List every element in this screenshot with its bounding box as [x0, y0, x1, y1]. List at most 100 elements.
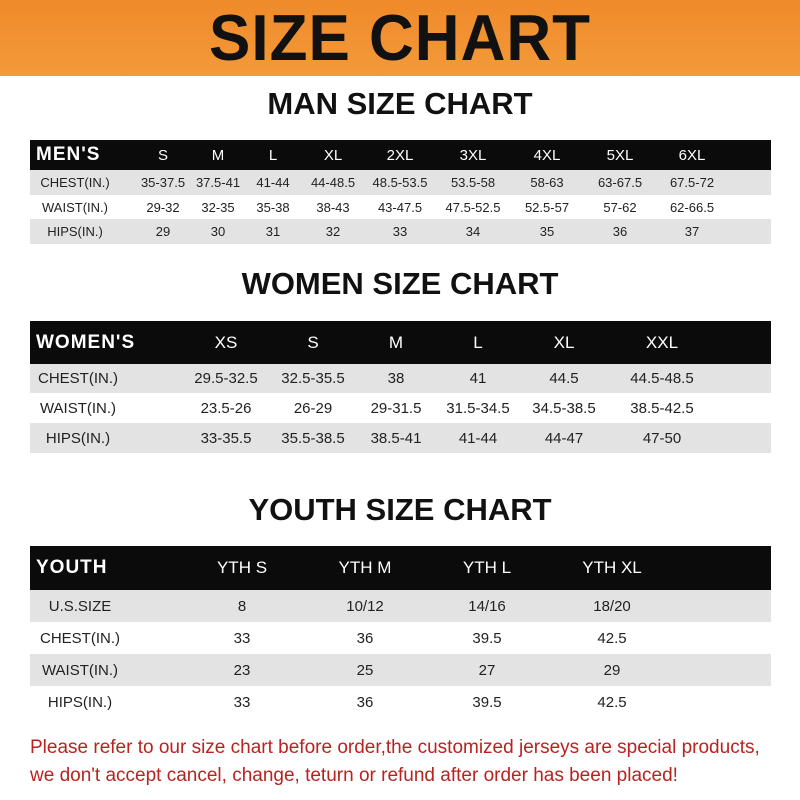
men-header-row: MEN'S S M L XL 2XL 3XL 4XL 5XL 6XL — [30, 140, 771, 170]
row-label: WAIST(IN.) — [41, 661, 119, 679]
table-cell: 41 — [469, 370, 487, 387]
table-row: CHEST(IN.) 35-37.5 37.5-41 41-44 44-48.5 48.5… — [30, 170, 771, 195]
table-cell: 8 — [237, 597, 247, 615]
table-cell: 38-43 — [316, 199, 350, 215]
table-row: CHEST(IN.) 33 36 39.5 42.5 — [30, 622, 771, 654]
table-cell: 44.5-48.5 — [630, 370, 694, 387]
size-header-cell: YTH M — [338, 558, 392, 577]
table-cell: 34.5-38.5 — [532, 399, 596, 417]
table-cell: 36 — [356, 629, 374, 647]
table-cell: 23.5-26 — [200, 399, 252, 417]
size-header-cell: 2XL — [386, 146, 414, 164]
table-cell: 43-47.5 — [377, 199, 423, 215]
table-cell: 33 — [233, 693, 251, 711]
men-title: MAN SIZE CHART — [267, 86, 533, 121]
table-cell: 44.5 — [549, 370, 579, 387]
table-cell: 41-44 — [458, 429, 498, 447]
table-cell: 38.5-42.5 — [630, 399, 694, 417]
table-cell: 25 — [356, 661, 374, 679]
table-cell: 67.5-72 — [669, 175, 715, 190]
banner: SIZE CHART — [0, 0, 800, 76]
table-cell: 33-35.5 — [200, 429, 252, 447]
table-cell: 52.5-57 — [524, 199, 570, 215]
size-header-cell: L — [268, 146, 278, 164]
table-row: WAIST(IN.) 23.5-26 26-29 29-31.5 31.5-34.5 34… — [30, 393, 771, 423]
table-cell: 34 — [465, 224, 481, 239]
table-cell: 58-63 — [530, 175, 564, 190]
table-cell: 39.5 — [472, 693, 502, 711]
row-label: WAIST(IN.) — [39, 399, 117, 417]
table-row: HIPS(IN.) 33-35.5 35.5-38.5 38.5-41 41-44 44-… — [30, 423, 771, 453]
table-cell: 32-35 — [201, 199, 235, 215]
table-cell: 36 — [356, 693, 374, 711]
row-label: WAIST(IN.) — [42, 199, 108, 215]
table-cell: 42.5 — [597, 629, 627, 647]
row-label: CHEST(IN.) — [38, 370, 118, 387]
table-cell: 35.5-38.5 — [281, 429, 345, 447]
table-cell: 47-50 — [642, 429, 682, 447]
table-cell: 44-47 — [544, 429, 584, 447]
table-cell: 31 — [265, 224, 281, 239]
table-cell: 39.5 — [472, 629, 502, 647]
table-cell: 29 — [603, 661, 621, 679]
size-header-cell: YTH S — [216, 558, 268, 577]
table-cell: 42.5 — [597, 693, 627, 711]
size-header-cell: XL — [323, 146, 343, 164]
table-cell: 36 — [612, 224, 628, 239]
banner-title: SIZE CHART — [209, 1, 591, 75]
table-row: HIPS(IN.) 33 36 39.5 42.5 — [30, 686, 771, 718]
size-header-cell: XXL — [645, 332, 679, 352]
size-header-cell: M — [211, 146, 225, 164]
table-cell: 38.5-41 — [370, 429, 422, 447]
table-cell: 48.5-53.5 — [372, 175, 428, 190]
table-row: U.S.SIZE 8 10/12 14/16 18/20 — [30, 590, 771, 622]
row-label: U.S.SIZE — [48, 597, 112, 615]
table-cell: 29-32 — [146, 199, 180, 215]
table-cell: 35 — [539, 224, 555, 239]
size-header-cell: L — [473, 332, 483, 352]
size-header-cell: 4XL — [533, 146, 561, 164]
table-cell: 41-44 — [256, 175, 290, 190]
table-cell: 29 — [155, 224, 171, 239]
women-header-row: WOMEN'S XS S M L XL XXL — [30, 321, 771, 364]
row-label: HIPS(IN.) — [47, 224, 103, 239]
table-cell: 23 — [233, 661, 251, 679]
table-row: HIPS(IN.) 29 30 31 32 33 34 35 36 37 — [30, 219, 771, 244]
table-cell: 35-37.5 — [140, 175, 186, 190]
table-cell: 32.5-35.5 — [281, 370, 345, 387]
table-cell: 38 — [387, 370, 405, 387]
table-cell: 27 — [478, 661, 496, 679]
size-header-cell: 6XL — [678, 146, 706, 164]
size-header-cell: XL — [553, 332, 575, 352]
notice-line-2: we don't accept cancel, change, teturn o… — [30, 765, 678, 786]
size-header-cell: S — [307, 332, 319, 352]
men-size-table: MEN'S S M L XL 2XL 3XL 4XL 5XL 6XL CHEST(IN.) 35-3… — [30, 140, 771, 244]
size-header-cell: 3XL — [459, 146, 487, 164]
table-cell: 30 — [210, 224, 226, 239]
table-cell: 33 — [392, 224, 408, 239]
table-cell: 33 — [233, 629, 251, 647]
table-row: CHEST(IN.) 29.5-32.5 32.5-35.5 38 41 44.5 44.5… — [30, 364, 771, 393]
size-header-cell: XS — [214, 332, 238, 352]
women-title: WOMEN SIZE CHART — [241, 266, 559, 301]
row-label: CHEST(IN.) — [40, 629, 120, 647]
men-header-label: MEN'S — [36, 144, 101, 165]
table-cell: 14/16 — [468, 597, 506, 615]
size-header-cell: M — [388, 332, 404, 352]
youth-size-table: YOUTH YTH S YTH M YTH L YTH XL U.S.SIZE 8 10/1… — [30, 546, 771, 718]
table-cell: 32 — [325, 224, 341, 239]
row-label: CHEST(IN.) — [40, 175, 110, 190]
women-header-label: WOMEN'S — [36, 331, 136, 353]
table-cell: 47.5-52.5 — [445, 199, 501, 215]
table-cell: 26-29 — [293, 399, 333, 417]
table-cell: 53.5-58 — [450, 175, 496, 190]
table-cell: 62-66.5 — [669, 199, 715, 215]
table-cell: 29-31.5 — [370, 399, 422, 417]
table-cell: 37.5-41 — [195, 175, 241, 190]
table-cell: 10/12 — [346, 597, 384, 615]
size-header-cell: 5XL — [606, 146, 634, 164]
notice-line-1: Please refer to our size chart before or… — [30, 737, 760, 758]
youth-header-label: YOUTH — [36, 557, 108, 578]
size-header-cell: YTH XL — [582, 558, 642, 577]
table-cell: 29.5-32.5 — [194, 370, 258, 387]
